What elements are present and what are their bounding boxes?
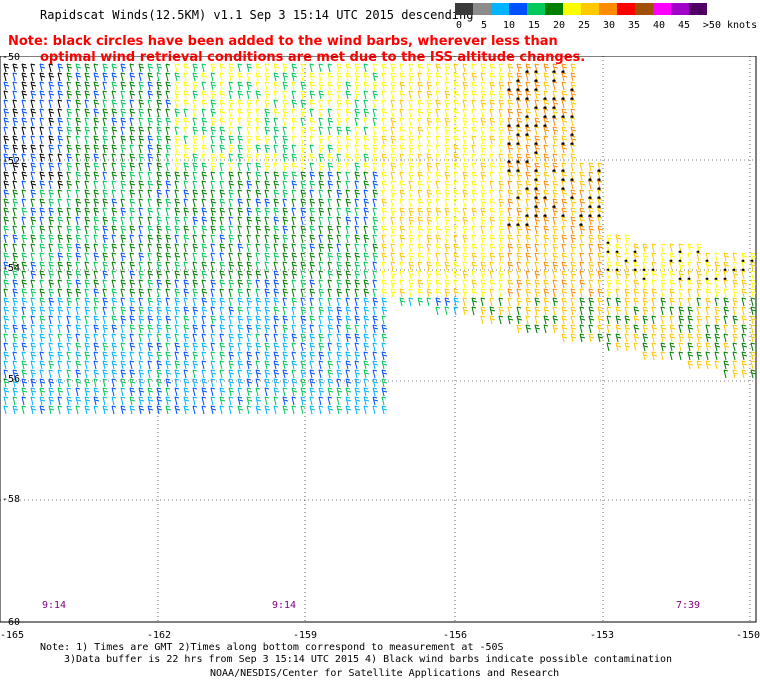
colorbar-label: 10	[502, 20, 516, 31]
wind-barbs	[3, 63, 757, 415]
wind-barb-map	[0, 55, 760, 640]
lat-label: -52	[2, 156, 21, 167]
lat-label: -54	[2, 263, 21, 274]
colorbar-swatch	[491, 3, 509, 15]
lon-label: -153	[590, 630, 615, 641]
colorbar-swatch	[653, 3, 671, 15]
colorbar-swatch	[671, 3, 689, 15]
colorbar-swatch	[617, 3, 635, 15]
lon-label: -150	[736, 630, 760, 641]
pass-time-label: 9:14	[42, 600, 67, 611]
lat-label: -58	[2, 494, 21, 505]
colorbar-swatch	[563, 3, 581, 15]
colorbar-labels: 0 5 10 15 20 25 30 35 40 45 >50 knots	[455, 20, 758, 32]
footer-note-line2: 3)Data buffer is 22 hrs from Sep 3 15:14…	[64, 654, 673, 665]
colorbar-swatch	[599, 3, 617, 15]
colorbar-swatch	[509, 3, 527, 15]
colorbar-swatch	[635, 3, 653, 15]
colorbar-label: 35	[627, 20, 641, 31]
colorbar-label: 0	[455, 20, 463, 31]
colorbar-label: >50 knots	[702, 20, 758, 31]
lon-label: -156	[443, 630, 468, 641]
wind-speed-colorbar	[455, 3, 707, 15]
colorbar-label: 30	[602, 20, 616, 31]
map-frame	[0, 55, 757, 623]
colorbar-label: 25	[577, 20, 591, 31]
pass-time-label: 7:39	[676, 600, 701, 611]
contamination-note-line1: Note: black circles have been added to t…	[8, 34, 558, 49]
colorbar-label: 15	[527, 20, 541, 31]
colorbar-swatch	[689, 3, 707, 15]
lat-label: -60	[2, 617, 21, 628]
lon-label: -162	[147, 630, 172, 641]
colorbar-label: 5	[480, 20, 488, 31]
colorbar-swatch	[473, 3, 491, 15]
lat-label: -56	[2, 374, 21, 385]
contamination-note-line2: optimal wind retrieval conditions are me…	[40, 50, 586, 65]
colorbar-swatch	[455, 3, 473, 15]
colorbar-label: 45	[677, 20, 691, 31]
lon-label: -165	[0, 630, 25, 641]
colorbar-swatch	[545, 3, 563, 15]
colorbar-swatch	[527, 3, 545, 15]
colorbar-label: 40	[652, 20, 666, 31]
footer-credit: NOAA/NESDIS/Center for Satellite Applica…	[210, 668, 560, 679]
lat-label: -50	[2, 52, 21, 63]
pass-time-label: 9:14	[272, 600, 297, 611]
map-title: Rapidscat Winds(12.5KM) v1.1 Sep 3 15:14…	[40, 8, 474, 22]
footer-note-line1: Note: 1) Times are GMT 2)Times along bot…	[40, 642, 504, 653]
colorbar-swatch	[581, 3, 599, 15]
lon-label: -159	[293, 630, 318, 641]
colorbar-label: 20	[552, 20, 566, 31]
